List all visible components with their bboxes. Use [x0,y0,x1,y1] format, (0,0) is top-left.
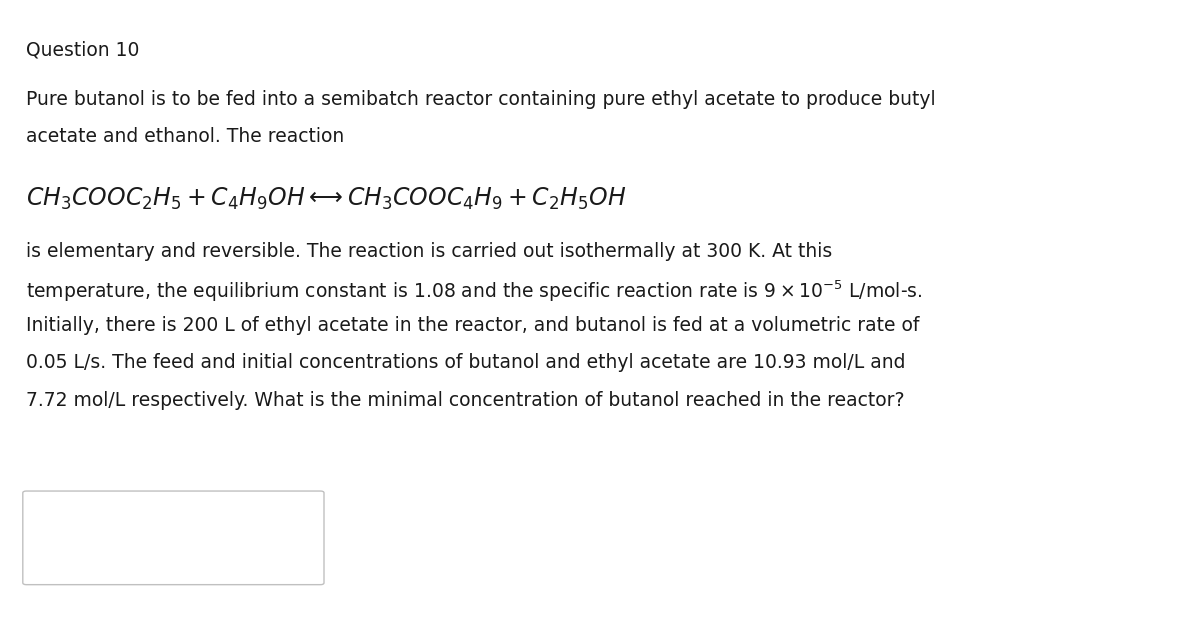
Text: 7.72 mol/L respectively. What is the minimal concentration of butanol reached in: 7.72 mol/L respectively. What is the min… [26,391,905,410]
Text: $CH_3COOC_2H_5 + C_4H_9OH \longleftrightarrow CH_3COOC_4H_9 + C_2H_5OH$: $CH_3COOC_2H_5 + C_4H_9OH \longleftright… [26,186,626,212]
Text: acetate and ethanol. The reaction: acetate and ethanol. The reaction [26,127,344,146]
Text: temperature, the equilibrium constant is 1.08 and the specific reaction rate is : temperature, the equilibrium constant is… [26,279,923,304]
Text: 0.05 L/s. The feed and initial concentrations of butanol and ethyl acetate are 1: 0.05 L/s. The feed and initial concentra… [26,353,906,373]
Text: Pure butanol is to be fed into a semibatch reactor containing pure ethyl acetate: Pure butanol is to be fed into a semibat… [26,90,936,109]
Text: Initially, there is 200 L of ethyl acetate in the reactor, and butanol is fed at: Initially, there is 200 L of ethyl aceta… [26,316,919,335]
Text: Question 10: Question 10 [26,40,139,60]
Text: is elementary and reversible. The reaction is carried out isothermally at 300 K.: is elementary and reversible. The reacti… [26,242,833,261]
